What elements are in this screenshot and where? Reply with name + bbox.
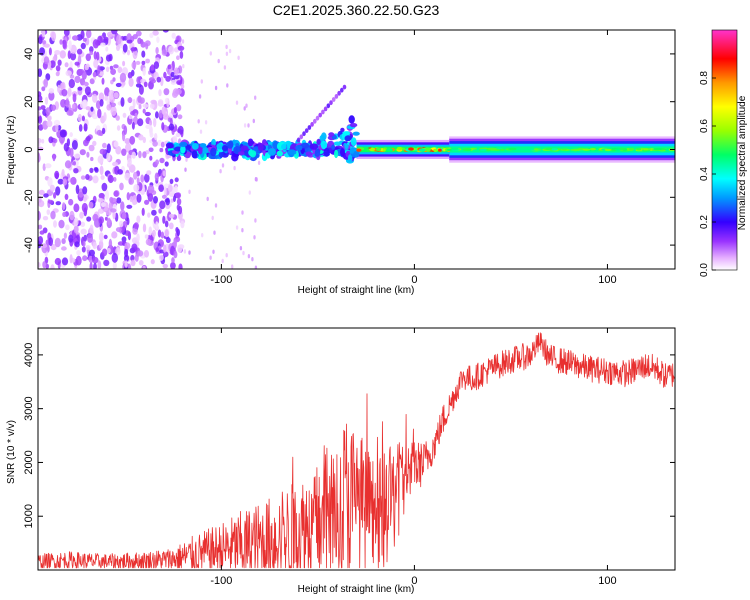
colorbar-tick-label: 0.2: [699, 215, 710, 229]
spectrogram-x-axis-label: Height of straight line (km): [298, 285, 415, 296]
spectrogram-x-tick-label: 0: [411, 274, 417, 286]
figure-title: C2E1.2025.360.22.50.G23: [273, 2, 440, 18]
colorbar: 0.0 0.2 0.4 0.6 0.8 Normalized spectral ampl…: [699, 29, 748, 277]
spectrogram-y-tick-label: -20: [23, 189, 35, 205]
spectrogram-y-axis-label: Frequency (Hz): [6, 116, 17, 185]
snr-panel: -100 0 100 1000 2000 3000 4000 Height of stra…: [6, 327, 676, 595]
colorbar-label: Normalized spectral amplitude: [737, 95, 748, 230]
snr-series-line: [38, 332, 675, 569]
colorbar-gradient: [711, 29, 738, 271]
spectrogram-y-tick-label: -40: [23, 237, 35, 253]
spectrogram-x-tick-label: -100: [210, 274, 232, 286]
spectrogram-y-tick-label: 40: [23, 48, 35, 60]
spectrogram-heatmap: [38, 30, 675, 269]
snr-y-axis-label: SNR (10 * v/v): [6, 420, 17, 484]
snr-x-tick-label: 100: [598, 575, 616, 587]
spectrogram-y-tick-label: 20: [23, 96, 35, 108]
snr-x-tick-label: -100: [210, 575, 232, 587]
snr-x-axis-label: Height of straight line (km): [298, 584, 415, 595]
snr-x-tick-label: 0: [411, 575, 417, 587]
snr-y-tick-label: 2000: [23, 450, 35, 474]
snr-series-area: [38, 332, 675, 569]
colorbar-tick-label: 0.8: [699, 71, 710, 85]
spectrogram-x-tick-label: 100: [598, 274, 616, 286]
snr-x-axis: -100 0 100: [210, 328, 617, 587]
spectrogram-panel: -100 0 100 -40 -20 0 20 40 Height of straight …: [6, 29, 676, 296]
snr-frame: [37, 327, 676, 571]
colorbar-tick-label: 0.0: [699, 263, 710, 277]
spectrogram-x-axis: -100 0 100: [210, 30, 617, 286]
snr-y-tick-label: 4000: [23, 343, 35, 367]
colorbar-ticks: 0.0 0.2 0.4 0.6 0.8: [699, 71, 716, 277]
snr-y-axis: 1000 2000 3000 4000: [23, 343, 675, 528]
colorbar-tick-label: 0.6: [699, 119, 710, 133]
spectrogram-y-axis: -40 -20 0 20 40: [23, 48, 675, 253]
colorbar-tick-label: 0.4: [699, 167, 710, 181]
spectrogram-y-tick-label: 0: [23, 146, 35, 152]
snr-y-tick-label: 1000: [23, 504, 35, 528]
snr-y-tick-label: 3000: [23, 396, 35, 420]
